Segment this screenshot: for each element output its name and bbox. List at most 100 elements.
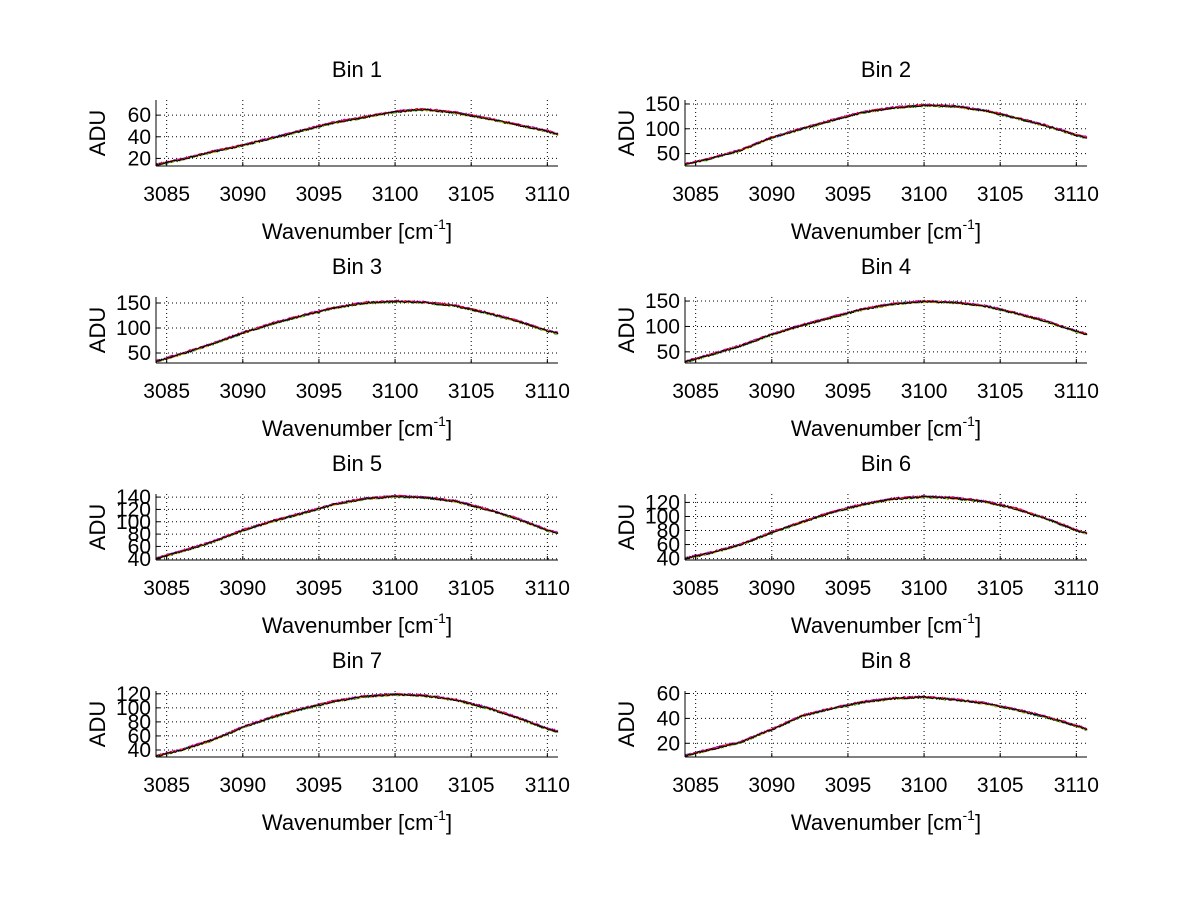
subplot-title: Bin 4 [861, 254, 911, 279]
plot-area [156, 100, 558, 166]
x-axis-label-superscript: -1 [434, 807, 447, 823]
x-tick-label: 3090 [748, 380, 795, 403]
y-tick-label: 20 [657, 732, 680, 755]
series-line [684, 104, 1088, 166]
y-tick-label: 100 [645, 505, 680, 528]
x-tick-label: 3095 [825, 183, 872, 206]
x-tick-label: 3085 [672, 577, 719, 600]
x-axis-label-superscript: -1 [434, 216, 447, 232]
x-tick-label: 3085 [672, 183, 719, 206]
subplot-title: Bin 5 [332, 451, 382, 476]
x-tick-label: 3085 [143, 183, 190, 206]
y-tick-label: 100 [645, 315, 680, 338]
y-tick-label: 80 [128, 711, 151, 734]
plot-area [156, 494, 558, 560]
x-tick-label: 3095 [825, 577, 872, 600]
plot-area [685, 691, 1087, 757]
x-axis-label-close: ] [975, 416, 981, 441]
subplot-title: Bin 7 [332, 648, 382, 673]
x-tick-label: 3100 [901, 380, 948, 403]
x-tick-label: 3100 [901, 774, 948, 797]
y-tick-label: 40 [128, 548, 151, 571]
x-tick-label: 3100 [372, 774, 419, 797]
y-tick-label: 150 [116, 292, 151, 315]
x-tick-label: 3105 [977, 774, 1024, 797]
x-tick-label: 3085 [672, 774, 719, 797]
x-axis-label: Wavenumber [cm-1] [791, 807, 981, 835]
y-tick-label: 150 [645, 93, 680, 116]
x-axis-label: Wavenumber [cm-1] [791, 610, 981, 638]
y-axis-label: ADU [85, 110, 110, 156]
x-axis-label-close: ] [975, 613, 981, 638]
x-tick-label: 3095 [296, 774, 343, 797]
x-tick-label: 3090 [219, 774, 266, 797]
x-axis-label-main: Wavenumber [cm [791, 613, 963, 638]
y-tick-label: 40 [128, 739, 151, 762]
x-axis-label-superscript: -1 [963, 216, 976, 232]
x-tick-label: 3105 [448, 774, 495, 797]
x-tick-label: 3110 [525, 380, 570, 403]
x-axis-label-main: Wavenumber [cm [262, 219, 434, 244]
x-tick-label: 3095 [296, 380, 343, 403]
plot-area [156, 297, 558, 363]
series-line [684, 300, 1088, 363]
x-axis-label: Wavenumber [cm-1] [262, 216, 452, 244]
y-axis-label: ADU [85, 504, 110, 550]
x-tick-label: 3105 [448, 380, 495, 403]
x-axis-label-close: ] [446, 219, 452, 244]
x-tick-label: 3090 [219, 577, 266, 600]
series-line [155, 300, 559, 363]
x-axis-label-main: Wavenumber [cm [791, 416, 963, 441]
y-axis-label: ADU [85, 307, 110, 353]
subplot-title: Bin 1 [332, 57, 382, 82]
x-tick-label: 3085 [143, 577, 190, 600]
x-tick-label: 3105 [977, 380, 1024, 403]
x-tick-label: 3085 [672, 380, 719, 403]
series-line [685, 695, 1088, 757]
x-tick-label: 3110 [1054, 577, 1099, 600]
x-tick-label: 3105 [977, 183, 1024, 206]
x-tick-label: 3105 [448, 183, 495, 206]
x-tick-label: 3090 [219, 183, 266, 206]
x-axis-label-superscript: -1 [963, 413, 976, 429]
x-tick-label: 3085 [143, 380, 190, 403]
x-axis-label: Wavenumber [cm-1] [262, 807, 452, 835]
y-axis-label: ADU [614, 504, 639, 550]
x-tick-label: 3110 [1054, 774, 1099, 797]
x-tick-label: 3110 [525, 183, 570, 206]
x-tick-label: 3110 [525, 774, 570, 797]
series-line [155, 108, 559, 166]
x-axis-label: Wavenumber [cm-1] [791, 413, 981, 441]
plot-area [685, 100, 1087, 166]
x-tick-label: 3090 [748, 577, 795, 600]
y-axis-label: ADU [614, 701, 639, 747]
plot-area [156, 691, 558, 757]
x-axis-label-close: ] [446, 810, 452, 835]
y-tick-label: 50 [128, 342, 151, 365]
x-axis-label-main: Wavenumber [cm [262, 613, 434, 638]
series-line [155, 495, 559, 560]
y-tick-label: 120 [116, 683, 151, 706]
y-tick-label: 20 [128, 147, 151, 170]
y-tick-label: 100 [645, 118, 680, 141]
x-tick-label: 3090 [748, 774, 795, 797]
x-axis-label-superscript: -1 [963, 807, 976, 823]
y-tick-label: 60 [657, 682, 680, 705]
y-tick-label: 100 [116, 317, 151, 340]
x-tick-label: 3100 [372, 577, 419, 600]
y-tick-label: 40 [657, 548, 680, 571]
x-tick-label: 3100 [901, 183, 948, 206]
series-line [155, 693, 559, 757]
x-tick-label: 3095 [825, 774, 872, 797]
y-tick-label: 120 [645, 491, 680, 514]
y-tick-label: 40 [657, 707, 680, 730]
x-axis-label-superscript: -1 [434, 413, 447, 429]
